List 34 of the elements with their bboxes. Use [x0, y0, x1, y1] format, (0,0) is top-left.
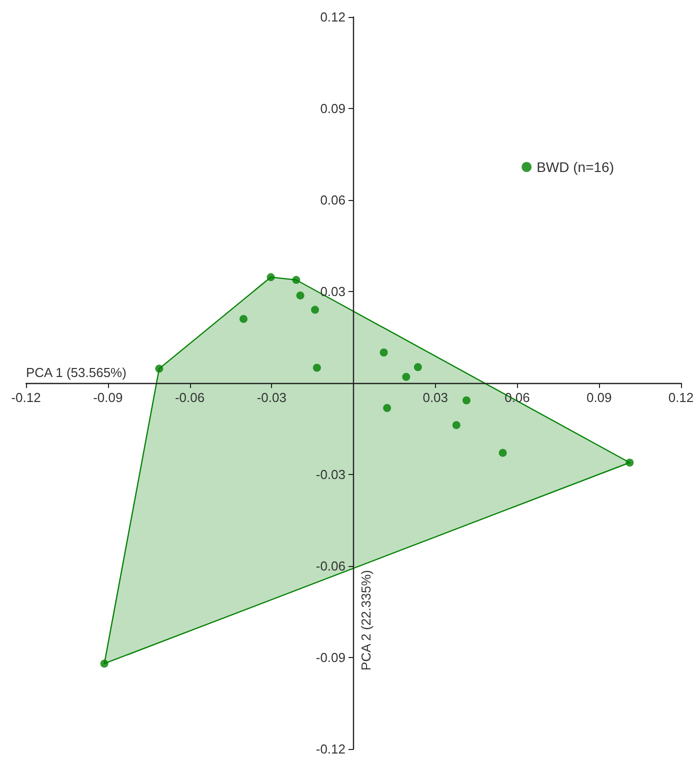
- legend-label: BWD (n=16): [536, 159, 614, 175]
- x-tick-label: 0.09: [586, 390, 612, 405]
- point: [626, 458, 634, 467]
- point: [155, 364, 164, 373]
- point: [240, 314, 248, 323]
- y-tick-label: -0.12: [316, 742, 346, 756]
- y-tick-label: -0.06: [316, 558, 346, 574]
- point: [266, 273, 275, 282]
- point: [311, 306, 320, 314]
- y-axis-title: PCA 2 (22.335%): [358, 570, 374, 670]
- y-tick-label: 0.09: [320, 101, 346, 116]
- x-tick-label: -0.06: [174, 390, 205, 405]
- x-tick-label: -0.03: [256, 390, 286, 405]
- point: [462, 396, 470, 404]
- point: [383, 404, 392, 412]
- point: [498, 448, 507, 457]
- y-tick-label: 0.03: [320, 284, 346, 299]
- point: [402, 372, 410, 381]
- y-tick-label: -0.09: [316, 650, 346, 665]
- point: [414, 363, 422, 372]
- point: [452, 421, 460, 430]
- point: [100, 660, 108, 668]
- point: [380, 348, 388, 356]
- x-tick-label: 0.12: [668, 390, 694, 405]
- y-tick-label: -0.03: [316, 467, 346, 482]
- x-tick-label: -0.12: [11, 390, 41, 405]
- x-tick-label: -0.09: [93, 390, 123, 405]
- point: [312, 364, 321, 372]
- point: [292, 276, 300, 284]
- y-tick-label: 0.12: [320, 10, 346, 24]
- point: [296, 291, 304, 300]
- x-axis-title: PCA 1 (53.565%): [26, 365, 126, 380]
- y-tick-label: 0.06: [320, 192, 346, 208]
- x-tick-label: 0.03: [422, 390, 448, 405]
